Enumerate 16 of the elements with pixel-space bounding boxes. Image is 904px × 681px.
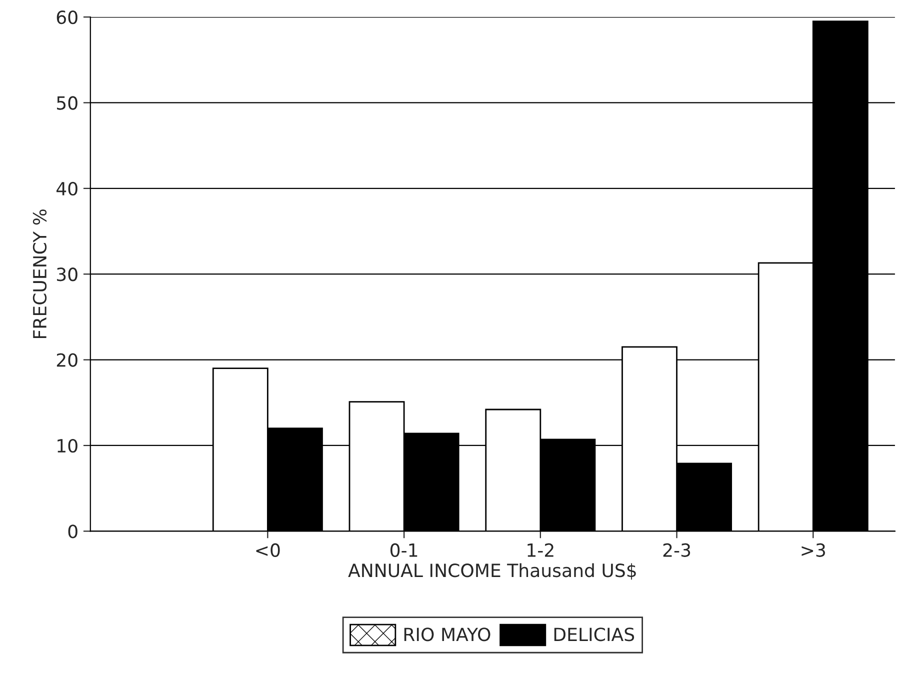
x-tick-label: 2-3 xyxy=(663,543,690,557)
y-tick-label: 60 xyxy=(56,10,78,24)
x-tick-label: 1-2 xyxy=(528,543,554,557)
x-axis-title: ANNUAL INCOME Thausand US$ xyxy=(348,563,636,580)
x-tick-label: >3 xyxy=(802,543,825,557)
y-tick-label: 10 xyxy=(58,438,78,453)
legend-label: RIO MAYO xyxy=(404,628,490,642)
y-tick-label: 30 xyxy=(56,268,78,282)
y-axis-title: FRECUENCY % xyxy=(32,209,47,338)
x-tick-label: 0-1 xyxy=(390,543,418,557)
x-tick-label: <0 xyxy=(256,543,280,557)
y-tick-label: 40 xyxy=(56,182,78,196)
y-tick-label: 50 xyxy=(57,96,78,110)
y-tick-label: 0 xyxy=(68,524,78,538)
legend-label: DELICIAS xyxy=(554,628,634,642)
y-tick-label: 20 xyxy=(56,353,78,367)
